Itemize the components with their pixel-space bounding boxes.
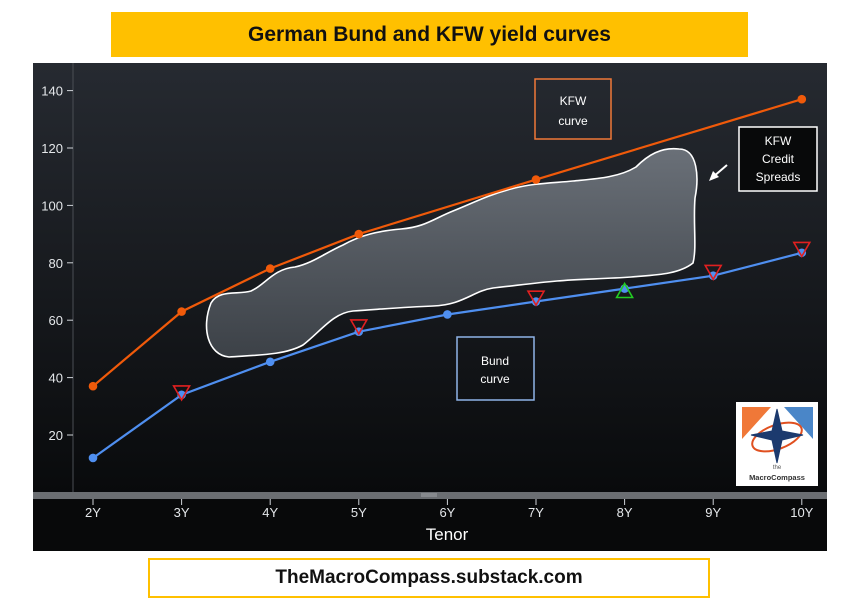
y-tick-label: 140: [41, 84, 63, 99]
kfw-series-point: [177, 307, 186, 316]
y-tick-label: 60: [49, 313, 63, 328]
spread-label-line3: Spreads: [756, 170, 801, 184]
spread-label-line2: Credit: [762, 152, 795, 166]
sell-signal-marker: [703, 264, 723, 282]
kfw-series-point: [354, 229, 364, 239]
kfw-label-line2: curve: [558, 114, 588, 128]
bund-series-point: [531, 297, 541, 306]
compass-star-icon: [750, 408, 804, 464]
logo-caption-small: the: [773, 465, 782, 471]
y-tick-label: 80: [49, 256, 63, 271]
sell-signal-marker: [792, 241, 812, 259]
series-layer: [88, 94, 807, 463]
x-tick-label: 5Y: [351, 505, 367, 520]
x-axis-label: Tenor: [426, 525, 469, 544]
signal-markers: [172, 241, 812, 402]
kfw-series-line: [92, 98, 803, 388]
bund-label-line1: Bund: [481, 354, 509, 368]
kfw-series-point: [531, 175, 541, 184]
logo-caption: MacroCompass: [749, 473, 805, 482]
y-tick-label: 100: [41, 198, 63, 213]
arrow-icon: [709, 164, 728, 181]
kfw-series-point: [797, 94, 807, 104]
bund-series-point: [708, 271, 718, 281]
sell-signal-marker: [526, 290, 546, 307]
x-tick-label: 7Y: [528, 505, 544, 520]
bund-series-point: [88, 453, 98, 463]
x-tick-label: 8Y: [617, 505, 633, 520]
y-tick-label: 20: [49, 428, 63, 443]
sell-signal-marker: [172, 385, 191, 402]
sell-signal-marker: [349, 319, 369, 336]
x-tick-label: 9Y: [705, 505, 721, 520]
x-axis-band: [33, 499, 827, 551]
macro-compass-logo: the MacroCompass: [736, 402, 818, 486]
buy-signal-marker: [615, 281, 634, 299]
bund-series-point: [797, 248, 807, 258]
chart-title-banner: German Bund and KFW yield curves: [111, 12, 748, 57]
chart-title: German Bund and KFW yield curves: [248, 22, 611, 46]
x-tick-label: 10Y: [790, 505, 813, 520]
y-tick-label: 40: [49, 371, 63, 386]
x-tick-label: 2Y: [85, 505, 101, 520]
x-tick-label: 3Y: [174, 505, 190, 520]
kfw-series-point: [265, 264, 275, 273]
bund-label-line2: curve: [480, 372, 510, 386]
footer-banner: TheMacroCompass.substack.com: [148, 558, 710, 598]
y-axis-ticks: 20 40 60 80 100 120 140: [41, 84, 73, 443]
credit-spread-region: [205, 147, 698, 358]
footer-url[interactable]: TheMacroCompass.substack.com: [275, 567, 583, 588]
kfw-label-line1: KFW: [560, 94, 587, 108]
axis-scroll-grip[interactable]: [421, 493, 437, 497]
kfw-series-point: [88, 381, 98, 391]
spread-label-line1: KFW: [765, 134, 792, 148]
bund-series-point: [443, 310, 452, 319]
credit-spread-annotation: KFW Credit Spreads: [738, 126, 818, 192]
kfw-curve-annotation: KFW curve: [534, 78, 612, 140]
y-tick-label: 120: [41, 141, 63, 156]
x-tick-label: 4Y: [262, 505, 278, 520]
bund-series-point: [265, 357, 275, 367]
bund-curve-annotation: Bund curve: [456, 336, 535, 401]
x-tick-label: 6Y: [439, 505, 455, 520]
x-axis-ticks: 2Y 3Y 4Y 5Y 6Y 7Y 8Y 9Y 10Y: [85, 499, 814, 520]
plot-background: [33, 63, 827, 551]
chart-panel: 20 40 60 80 100 120 140 2Y 3Y 4Y 5Y 6Y 7Y 8Y 9Y 10Y Te…: [33, 63, 827, 551]
